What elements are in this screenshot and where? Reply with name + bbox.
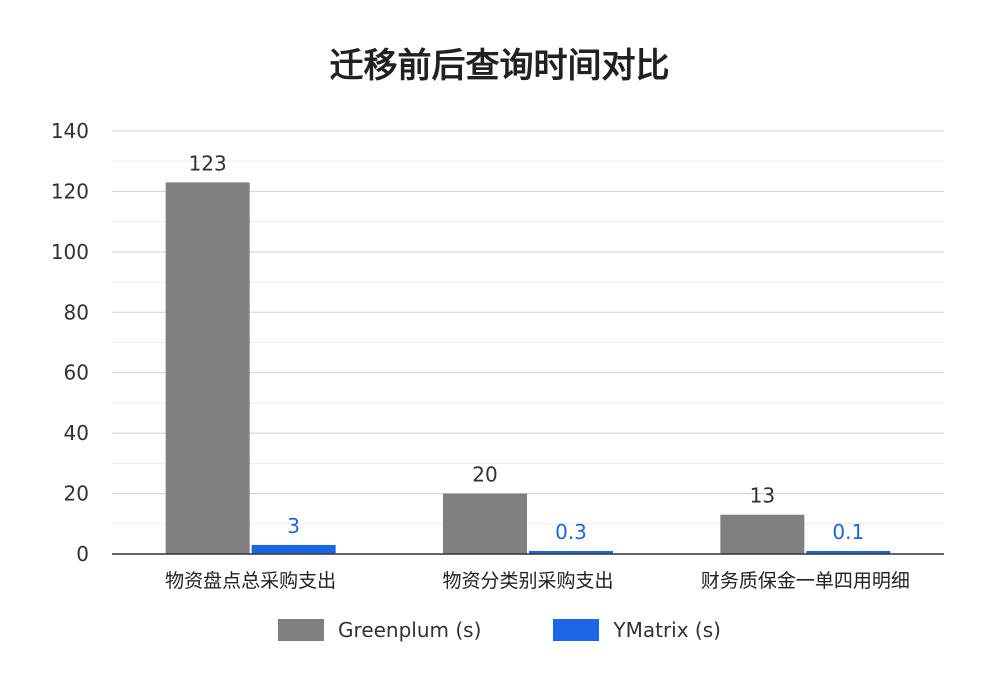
legend: Greenplum (s) YMatrix (s) <box>0 618 999 642</box>
x-tick-label: 财务质保金一单四用明细 <box>701 570 910 592</box>
data-label: 20 <box>472 463 497 487</box>
chart-title: 迁移前后查询时间对比 <box>329 46 670 86</box>
legend-swatch-greenplum <box>278 619 325 641</box>
bar-ymatrix <box>806 551 891 554</box>
data-label: 0.3 <box>555 520 587 544</box>
y-tick-label: 20 <box>64 482 89 506</box>
bar-greenplum <box>720 514 805 554</box>
data-label: 3 <box>287 514 300 538</box>
legend-swatch-ymatrix <box>553 619 600 641</box>
data-label: 13 <box>750 484 775 508</box>
bar-ymatrix <box>529 551 613 554</box>
legend-label-greenplum: Greenplum (s) <box>338 618 482 642</box>
y-tick-label: 120 <box>51 179 89 203</box>
bar-ymatrix <box>251 544 336 554</box>
y-tick-label: 140 <box>51 119 89 143</box>
y-tick-label: 80 <box>64 300 89 324</box>
y-tick-label: 40 <box>64 421 89 445</box>
bar-greenplum <box>165 182 250 554</box>
legend-item-ymatrix: YMatrix (s) <box>553 618 721 642</box>
data-label: 123 <box>189 151 227 175</box>
y-tick-label: 0 <box>76 542 89 566</box>
legend-item-greenplum: Greenplum (s) <box>278 618 481 642</box>
x-tick-label: 物资盘点总采购支出 <box>165 570 336 592</box>
legend-label-ymatrix: YMatrix (s) <box>613 618 721 642</box>
data-label: 0.1 <box>832 520 864 544</box>
x-tick-label: 物资分类别采购支出 <box>442 570 613 592</box>
bar-greenplum <box>443 493 527 554</box>
y-tick-label: 100 <box>51 240 89 264</box>
y-tick-label: 60 <box>64 361 89 385</box>
